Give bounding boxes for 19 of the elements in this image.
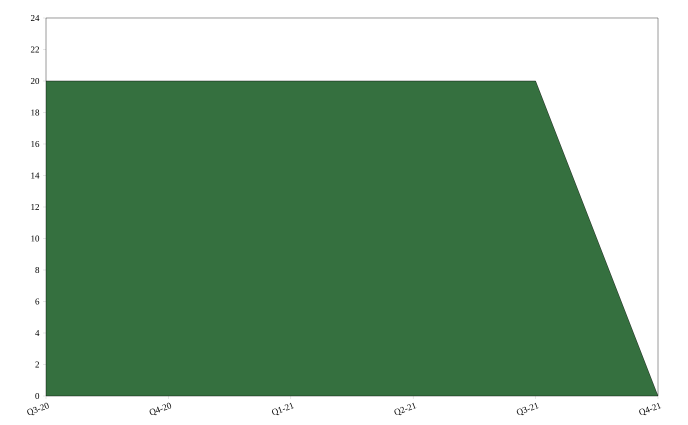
y-tick-label: 24 [30, 15, 40, 21]
y-tick-label: 16 [31, 140, 40, 148]
x-tick-label: Q1-21 [272, 402, 294, 416]
y-tick-label: 6 [35, 298, 40, 305]
x-tick-label: Q3-21 [516, 402, 539, 416]
x-tick-label: Q4-21 [639, 402, 662, 416]
y-tick-label: 22 [30, 46, 39, 52]
y-tick-label: 10 [31, 235, 40, 242]
y-tick-label: 2 [35, 362, 39, 368]
x-tick-label: Q2-21 [394, 402, 416, 416]
y-tick-label: 4 [35, 330, 40, 336]
y-tick-label: 8 [35, 266, 40, 274]
x-tick-label: Q3-20 [27, 402, 49, 416]
y-tick-label: 0 [35, 392, 40, 400]
x-tick-label: Q4-20 [150, 402, 172, 416]
y-tick-label: 14 [31, 172, 40, 178]
y-tick-label: 12 [31, 204, 39, 210]
y-tick-label: 18 [31, 109, 40, 116]
y-tick-label: 20 [30, 78, 40, 84]
